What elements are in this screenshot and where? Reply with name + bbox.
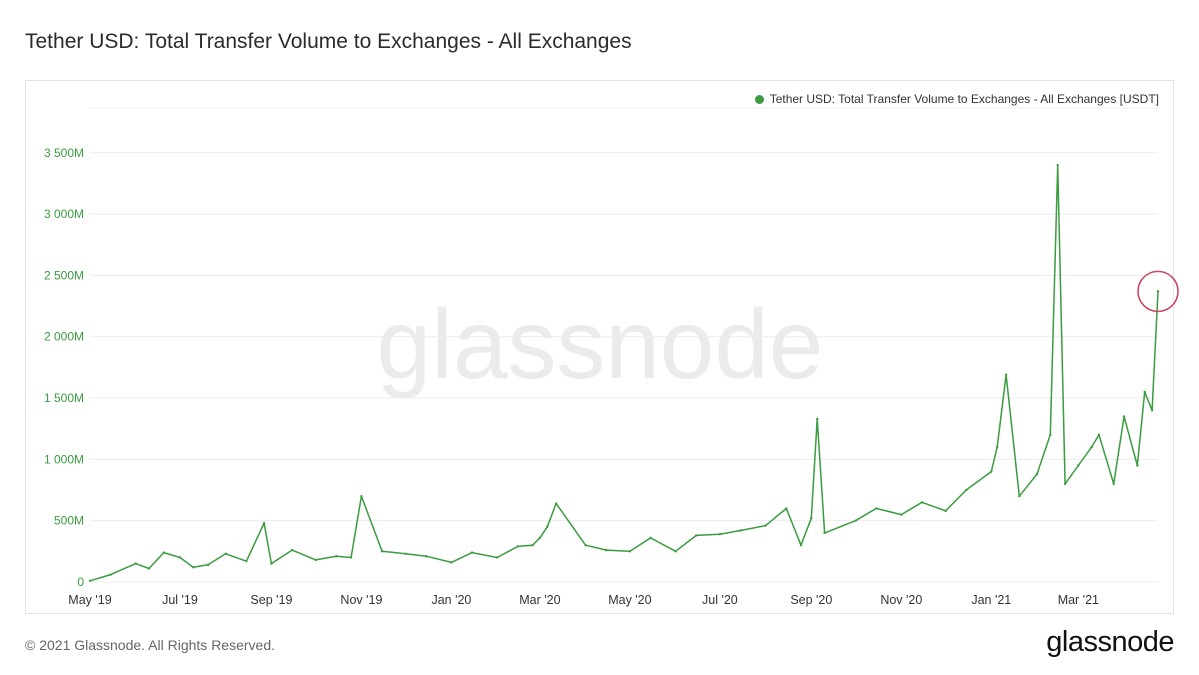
data-point — [854, 519, 857, 522]
page-title: Tether USD: Total Transfer Volume to Exc… — [25, 30, 632, 53]
data-point — [1004, 373, 1008, 376]
data-point — [875, 507, 878, 510]
legend-label: Tether USD: Total Transfer Volume to Exc… — [769, 92, 1159, 106]
glassnode-logo: glassnode — [1046, 626, 1174, 658]
data-point — [360, 494, 363, 498]
x-tick-label: Mar '20 — [519, 593, 560, 607]
data-point — [162, 551, 165, 554]
data-point — [816, 417, 819, 421]
data-point — [1143, 390, 1146, 394]
data-point — [1063, 482, 1067, 486]
data-point — [718, 532, 722, 536]
y-tick-label: 1 500M — [44, 391, 84, 405]
data-point — [546, 525, 549, 529]
data-point — [1090, 445, 1093, 449]
y-tick-label: 2 500M — [44, 268, 84, 282]
data-point — [1156, 290, 1160, 293]
data-point — [944, 509, 947, 513]
data-point — [245, 559, 248, 563]
x-tick-label: Mar '21 — [1058, 593, 1099, 607]
data-point — [335, 555, 338, 558]
x-tick-label: Jan '20 — [431, 593, 471, 607]
data-point — [147, 567, 151, 570]
x-tick-label: Jul '19 — [162, 593, 198, 607]
data-point — [88, 579, 92, 582]
x-tick-label: Sep '19 — [250, 593, 292, 607]
data-point — [531, 544, 534, 547]
legend[interactable]: Tether USD: Total Transfer Volume to Exc… — [754, 92, 1159, 106]
x-tick-label: Nov '19 — [340, 593, 382, 607]
data-point — [109, 573, 112, 576]
data-point — [206, 563, 210, 567]
legend-marker — [754, 94, 764, 104]
data-point — [178, 556, 182, 559]
data-point — [538, 536, 542, 540]
grid-layer — [90, 107, 1158, 583]
data-point — [380, 550, 384, 553]
data-point — [628, 550, 632, 553]
highlight-circle — [1137, 270, 1179, 313]
chart-panel — [25, 80, 1174, 614]
data-point — [134, 562, 137, 565]
data-point — [404, 552, 407, 555]
data-point — [674, 550, 677, 553]
y-tick-label: 3 500M — [44, 146, 84, 160]
data-point — [425, 555, 428, 558]
x-tick-label: Sep '20 — [790, 593, 832, 607]
data-point — [990, 470, 993, 473]
data-point — [554, 502, 558, 505]
data-point — [192, 566, 195, 569]
data-point — [450, 561, 453, 564]
data-point — [1136, 464, 1139, 467]
data-point — [1112, 482, 1115, 486]
data-point — [495, 556, 499, 559]
data-point — [920, 501, 924, 504]
data-point — [605, 548, 608, 552]
data-point — [695, 534, 698, 537]
data-point — [1097, 433, 1101, 437]
x-axis-ticks: May '19 Jul '19 Sep '19 Nov '19 Jan '20 Mar '… — [68, 593, 1099, 607]
y-tick-label: 3 000M — [44, 207, 84, 221]
y-tick-label: 2 000M — [44, 330, 84, 344]
x-tick-label: Nov '20 — [880, 593, 922, 607]
data-point — [262, 521, 266, 525]
x-tick-label: May '20 — [608, 593, 651, 607]
y-tick-label: 0 — [77, 575, 84, 589]
data-point — [516, 545, 519, 548]
data-point — [1150, 409, 1154, 412]
data-point — [965, 488, 968, 492]
copyright-footer: © 2021 Glassnode. All Rights Reserved. — [25, 637, 276, 653]
data-point — [314, 558, 317, 562]
y-tick-label: 500M — [54, 514, 84, 528]
data-point — [1018, 494, 1021, 498]
data-point — [739, 529, 742, 532]
data-point — [823, 531, 826, 535]
data-point — [900, 513, 903, 516]
x-tick-label: Jan '21 — [971, 593, 1011, 607]
data-point — [810, 517, 813, 520]
data-point — [649, 536, 652, 540]
data-point — [1035, 472, 1039, 476]
x-tick-label: Jul '20 — [702, 593, 738, 607]
data-point — [799, 544, 803, 547]
data-point — [1122, 415, 1126, 418]
x-tick-label: May '19 — [68, 593, 111, 607]
series-points — [88, 163, 1160, 582]
data-point — [764, 524, 767, 527]
data-point — [1077, 464, 1080, 467]
watermark: glassnode — [377, 289, 824, 399]
data-point — [996, 445, 999, 449]
data-point — [470, 551, 474, 554]
data-point — [1049, 433, 1052, 437]
data-point — [785, 507, 788, 510]
data-point — [224, 552, 227, 555]
data-point — [1056, 163, 1059, 167]
data-point — [584, 544, 587, 547]
y-tick-label: 1 000M — [44, 452, 84, 466]
data-point — [290, 548, 294, 552]
data-point — [349, 556, 353, 559]
data-point — [270, 562, 273, 565]
y-axis-ticks: 0 500M 1 000M 1 500M 2 000M 2 500M 3 000M 3 500… — [44, 146, 84, 589]
